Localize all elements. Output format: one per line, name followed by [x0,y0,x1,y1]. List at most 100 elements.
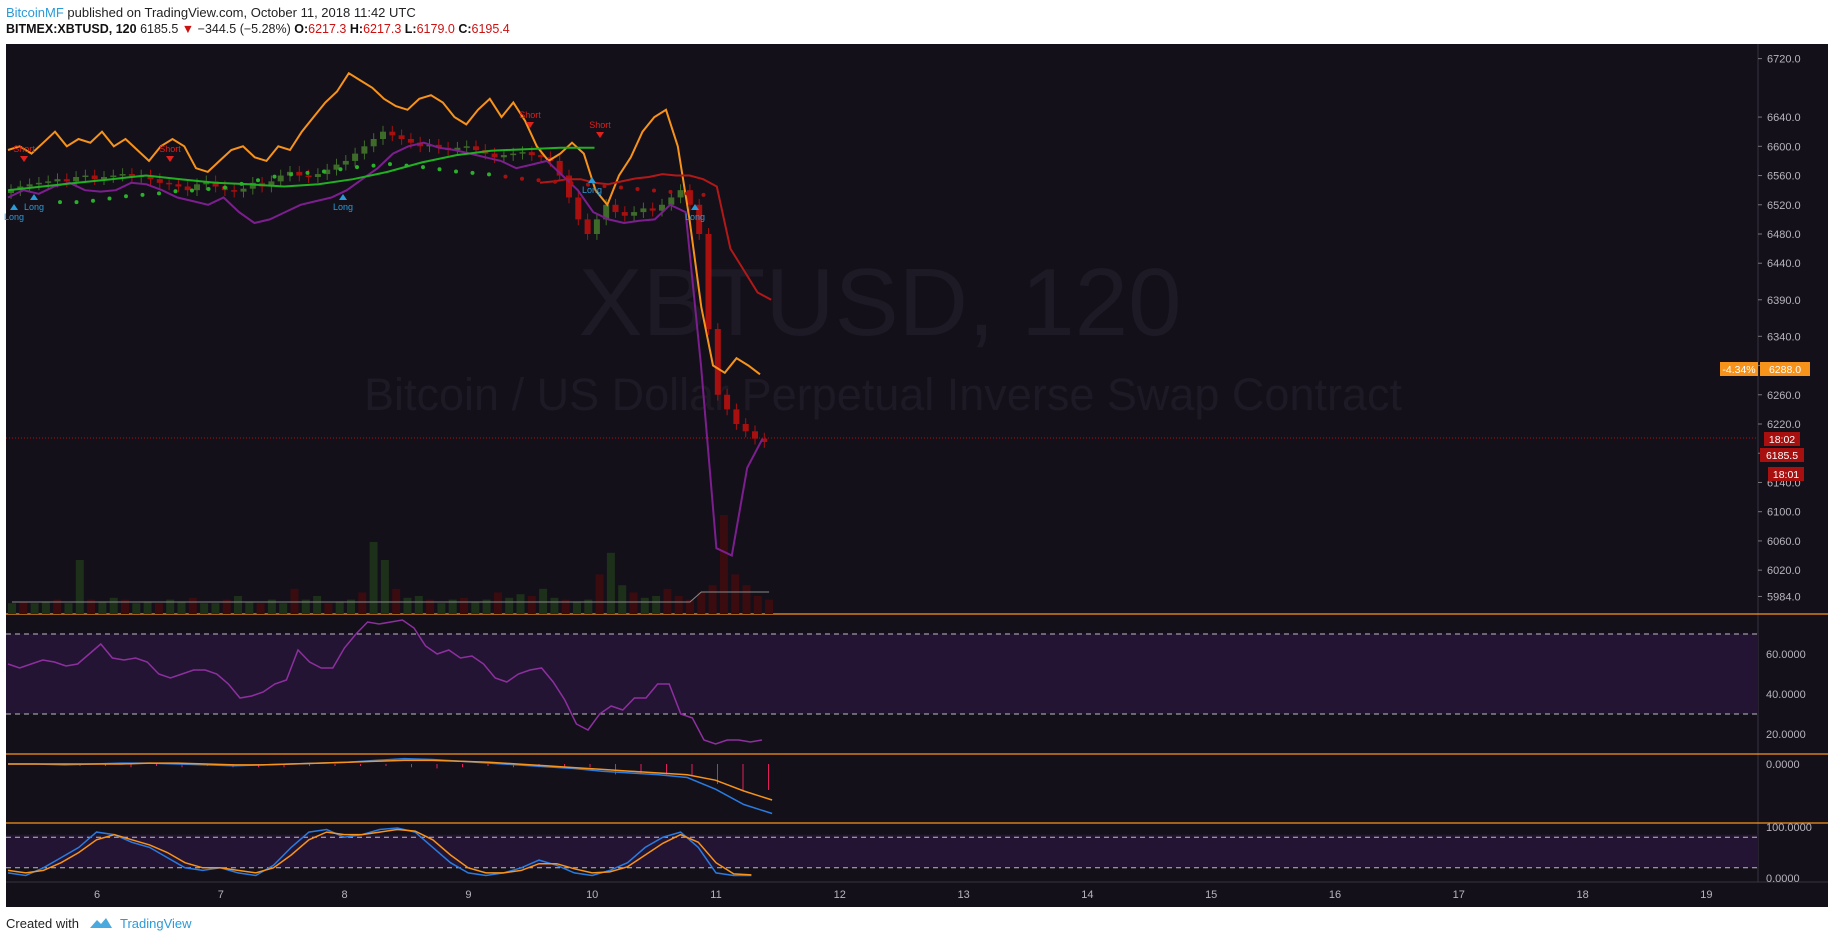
volume-bar [143,601,152,614]
price-tick-label: 6560.0 [1767,171,1801,183]
time-tick-label: 6 [94,889,100,901]
volume-bar [618,585,627,614]
volume-bar [380,560,389,614]
candle-body [556,160,563,176]
trailing-stop-dot [322,169,326,174]
volume-bar [765,599,774,614]
candle-body [510,153,517,156]
candle-body [101,177,107,180]
watermark-description: Bitcoin / US Dollar Perpetual Inverse Sw… [364,369,1402,420]
price-tick-label: 6100.0 [1767,507,1801,519]
candle-body [389,131,396,136]
volume-bar [301,599,310,614]
time-tick-label: 16 [1329,889,1341,901]
trailing-stop-dot [619,185,623,190]
candle-body [194,184,200,191]
candle-body [26,184,33,187]
candle-body [296,171,303,176]
stoch-band [6,834,1758,868]
volume-bar [708,585,717,614]
trailing-stop-dot [487,172,491,177]
volume-bar [437,603,446,614]
volume-bar [313,596,322,614]
long-arrow-icon [339,194,347,200]
trailing-stop-dot [388,162,392,167]
candle-body [380,131,386,139]
low-value: 6179.0 [416,22,455,36]
time-tick-label: 12 [834,889,846,901]
percent-change-badge-bg [1720,362,1758,376]
volume-bar [154,603,163,614]
trailing-stop-dot [305,170,310,175]
volume-bar [132,603,141,614]
candle-body [519,152,526,154]
volume-bar [53,599,62,614]
trailing-stop-dot [157,191,161,196]
price-tick-label: 6060.0 [1767,536,1801,548]
price-tick-label: 6020.0 [1767,565,1801,577]
trailing-stop-dot [602,184,607,189]
short-arrow-icon [526,122,534,128]
volume-bar [697,592,706,614]
timer-badge: 18:02 [1769,434,1795,446]
candle-body [184,186,191,191]
volume-bar [109,597,118,614]
trailing-stop-dot [685,191,689,196]
volume-bar [629,592,638,614]
candle-body [575,197,582,220]
trailing-stop-dot [256,178,260,183]
volume-bar [369,542,378,614]
price-tick-label: 6390.0 [1767,295,1801,307]
trailing-stop-dot [553,179,557,184]
candle-body [463,146,470,148]
orange-line [7,71,761,376]
candle-body [686,190,693,205]
timer-badge-bg [1764,432,1800,446]
volume-bar [674,596,683,614]
time-tick-label: 10 [586,889,598,901]
candle-body [528,152,535,156]
signal-label: Long [333,202,353,212]
volume-bar [640,597,649,614]
signal-label: Short [13,144,35,154]
trailing-stop-dot [421,165,425,170]
trailing-stop-dot [520,176,524,181]
candle-body [240,188,247,192]
long-arrow-icon [691,204,699,210]
trailing-stop-dot [74,200,79,205]
trailing-stop-dot [437,167,442,172]
price-tick-label: 6640.0 [1767,112,1801,124]
chart-canvas[interactable]: XBTUSD, 120 Bitcoin / US Dollar Perpetua… [0,0,1828,907]
volume-bar [279,603,288,614]
red-ma-line [539,173,772,301]
stoch-d-line [7,828,752,876]
trailing-stop-dot [124,194,128,199]
candle-body [407,139,414,143]
candle-body [435,144,442,148]
time-tick-label: 14 [1081,889,1093,901]
purple-line [7,141,764,557]
candle-body [752,431,758,439]
volume-bar [482,599,491,614]
trailing-stop-dot [470,170,475,175]
candle-body [500,155,507,158]
signal-label: Short [519,110,541,120]
candle-body [705,234,712,329]
volume-bar [493,592,502,614]
price-tick-label: 6260.0 [1767,390,1801,402]
tradingview-brand-link[interactable]: TradingView [120,916,192,931]
volume-bar [561,599,570,614]
time-tick-label: 9 [465,889,471,901]
candle-body [8,190,14,194]
volume-bar [19,601,28,614]
candle-body [91,175,98,180]
price-tick-label: 6340.0 [1767,331,1801,343]
volume-bar [245,601,254,614]
author-link[interactable]: BitcoinMF [6,5,64,20]
trailing-stop-dot [272,174,277,179]
symbol-title[interactable]: BITMEX:XBTUSD, 120 [6,22,137,36]
volume-bar [550,597,559,614]
volume-bar [41,601,50,614]
candle-body [212,181,219,187]
signal-label: Long [685,212,705,222]
